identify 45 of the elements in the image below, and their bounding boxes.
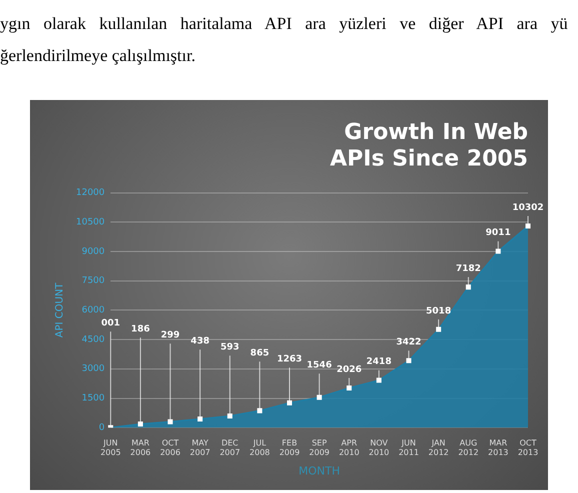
text: ygın olarak kullanılan haritalama API ara yüzleri ve diğer API ara yü [0,14,568,34]
x-tick-label: JUL 2008 [250,438,270,458]
data-label: 7182 [456,264,481,274]
data-label: 9011 [486,228,511,238]
y-tick-label: 10500 [76,217,105,228]
data-label: 1263 [276,354,302,364]
x-tick-label: AUG 2012 [458,438,479,458]
data-label: 2026 [336,364,362,375]
y-tick-label: 7500 [82,276,105,286]
y-tick-label: 9000 [82,246,105,257]
y-tick-label: 3000 [82,364,105,374]
x-tick-label: MAY 2007 [190,438,210,458]
y-tick-label: 6000 [82,306,105,316]
x-tick-label: SEP 2009 [309,438,330,458]
x-tick-label: JAN 2012 [428,438,449,458]
text: APIs Since 2005 [330,146,528,172]
data-label: 10302 [512,202,544,213]
x-tick-label: JUN 2011 [398,438,419,458]
x-tick-label: MAR 2013 [488,438,508,458]
y-tick-label: 12000 [76,188,105,198]
x-tick-label: OCT 2013 [518,438,538,458]
x-tick-label: OCT 2006 [160,438,180,458]
y-tick-label: 1500 [82,394,105,404]
data-label: 001 [101,318,120,328]
x-tick-label: APR 2010 [338,438,360,458]
text: ğerlendirilmeye çalışılmıştır. [0,46,196,66]
text: Growth In Web [344,120,528,145]
data-label: 3422 [396,337,422,348]
data-label: 593 [220,342,240,352]
data-label: 186 [131,324,150,334]
y-axis-title: API COUNT [54,282,66,338]
data-label: 865 [250,348,270,358]
data-label: 1546 [306,360,332,370]
data-label: 5018 [426,306,452,316]
x-axis-title: MONTH [298,464,340,478]
data-label: 299 [160,330,180,340]
data-label: 2418 [366,357,392,368]
y-tick-label: 0 [98,422,105,433]
x-tick-label: JUN 2005 [100,438,121,458]
x-tick-label: DEC 2007 [220,438,240,458]
x-tick-label: MAR 2006 [130,438,151,458]
x-tick-label: NOV 2010 [368,438,390,458]
x-tick-label: FEB 2009 [279,438,300,458]
y-tick-label: 4500 [82,334,105,345]
data-label: 438 [190,336,210,346]
